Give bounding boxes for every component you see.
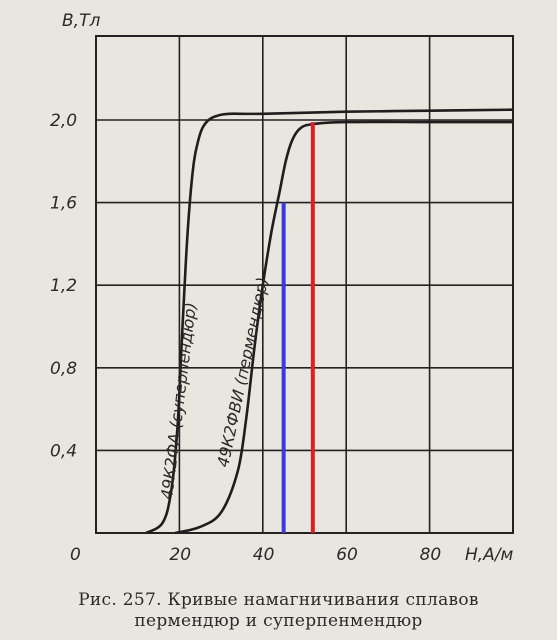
y-tick-label: 1,6 <box>50 194 77 214</box>
tick-labels: 0 20 40 60 80 0,4 0,8 1,2 1,6 2,0 <box>50 111 441 565</box>
y-tick-label: 0,8 <box>50 359 77 379</box>
x-tick-label: 40 <box>253 545 275 565</box>
grid <box>95 35 514 534</box>
figure-caption-line-2: пермендюр и суперпенмендюр <box>134 611 423 631</box>
x-tick-label: 60 <box>336 545 358 565</box>
y-tick-label: 2,0 <box>50 111 77 131</box>
series-line-1 <box>174 120 513 535</box>
y-axis-label: В,Тл <box>62 11 100 31</box>
x-axis-label: H,А/м <box>465 545 514 565</box>
x-tick-label: 0 <box>70 545 81 565</box>
reference-lines <box>281 122 315 533</box>
series-line-0 <box>145 108 514 535</box>
x-tick-label: 20 <box>169 545 191 565</box>
x-tick-label: 80 <box>420 545 442 565</box>
curve-label-superpermendur: 49К2ФА (суперпендюр) <box>157 301 200 500</box>
curves <box>145 108 514 535</box>
y-tick-label: 0,4 <box>50 441 77 461</box>
y-tick-label: 1,2 <box>50 276 77 296</box>
figure-caption-line-1: Рис. 257. Кривые намагничивания сплавов <box>78 590 479 610</box>
